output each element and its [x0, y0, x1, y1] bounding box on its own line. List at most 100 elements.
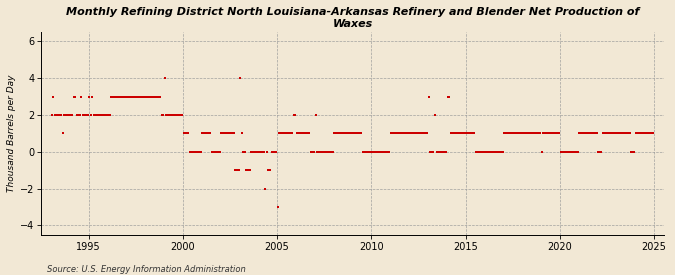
Point — [250, 150, 261, 154]
Point — [87, 94, 98, 99]
Point — [255, 150, 266, 154]
Point — [298, 131, 308, 136]
Point — [437, 150, 448, 154]
Point — [186, 150, 197, 154]
Point — [460, 131, 470, 136]
Point — [378, 150, 389, 154]
Point — [578, 131, 589, 136]
Point — [101, 113, 112, 117]
Point — [472, 150, 483, 154]
Point — [184, 150, 195, 154]
Point — [464, 131, 475, 136]
Point — [230, 168, 241, 172]
Point — [469, 131, 480, 136]
Point — [60, 113, 71, 117]
Point — [539, 131, 550, 136]
Point — [354, 131, 365, 136]
Point — [196, 150, 207, 154]
Point — [556, 150, 566, 154]
Point — [335, 131, 346, 136]
Point — [337, 131, 348, 136]
Point — [563, 150, 574, 154]
Point — [647, 131, 657, 136]
Point — [161, 113, 171, 117]
Point — [346, 131, 357, 136]
Point — [612, 131, 622, 136]
Point — [275, 131, 286, 136]
Point — [95, 113, 106, 117]
Point — [126, 94, 137, 99]
Point — [156, 113, 167, 117]
Point — [247, 150, 258, 154]
Point — [570, 150, 580, 154]
Point — [398, 131, 409, 136]
Point — [140, 94, 151, 99]
Point — [137, 94, 148, 99]
Point — [645, 131, 655, 136]
Point — [202, 131, 213, 136]
Point — [389, 131, 400, 136]
Point — [293, 131, 304, 136]
Point — [499, 131, 510, 136]
Point — [274, 131, 285, 136]
Point — [591, 131, 602, 136]
Point — [97, 113, 107, 117]
Point — [434, 150, 445, 154]
Point — [177, 113, 188, 117]
Point — [280, 131, 291, 136]
Point — [269, 150, 280, 154]
Point — [629, 150, 640, 154]
Point — [572, 150, 583, 154]
Point — [182, 131, 192, 136]
Point — [288, 113, 299, 117]
Point — [319, 150, 330, 154]
Point — [429, 113, 440, 117]
Point — [164, 113, 175, 117]
Point — [191, 150, 202, 154]
Point — [343, 131, 354, 136]
Point — [112, 94, 123, 99]
Point — [356, 131, 367, 136]
Point — [213, 150, 223, 154]
Point — [351, 131, 362, 136]
Point — [477, 150, 487, 154]
Point — [292, 131, 302, 136]
Point — [86, 113, 97, 117]
Point — [256, 150, 267, 154]
Point — [318, 150, 329, 154]
Point — [621, 131, 632, 136]
Point — [119, 94, 130, 99]
Point — [106, 94, 117, 99]
Point — [68, 94, 79, 99]
Point — [375, 150, 385, 154]
Point — [518, 131, 529, 136]
Point — [486, 150, 497, 154]
Point — [527, 131, 538, 136]
Point — [169, 113, 180, 117]
Point — [439, 150, 450, 154]
Point — [133, 94, 144, 99]
Point — [167, 113, 178, 117]
Point — [194, 150, 205, 154]
Point — [222, 131, 233, 136]
Point — [462, 131, 473, 136]
Point — [307, 150, 318, 154]
Point — [577, 131, 588, 136]
Point — [233, 168, 244, 172]
Point — [371, 150, 382, 154]
Point — [285, 131, 296, 136]
Point — [510, 131, 520, 136]
Point — [236, 131, 247, 136]
Point — [560, 150, 571, 154]
Point — [387, 131, 398, 136]
Point — [210, 150, 221, 154]
Point — [565, 150, 576, 154]
Point — [443, 94, 454, 99]
Point — [502, 131, 512, 136]
Point — [120, 94, 131, 99]
Point — [403, 131, 414, 136]
Point — [576, 131, 587, 136]
Point — [146, 94, 157, 99]
Point — [519, 131, 530, 136]
Point — [287, 131, 298, 136]
